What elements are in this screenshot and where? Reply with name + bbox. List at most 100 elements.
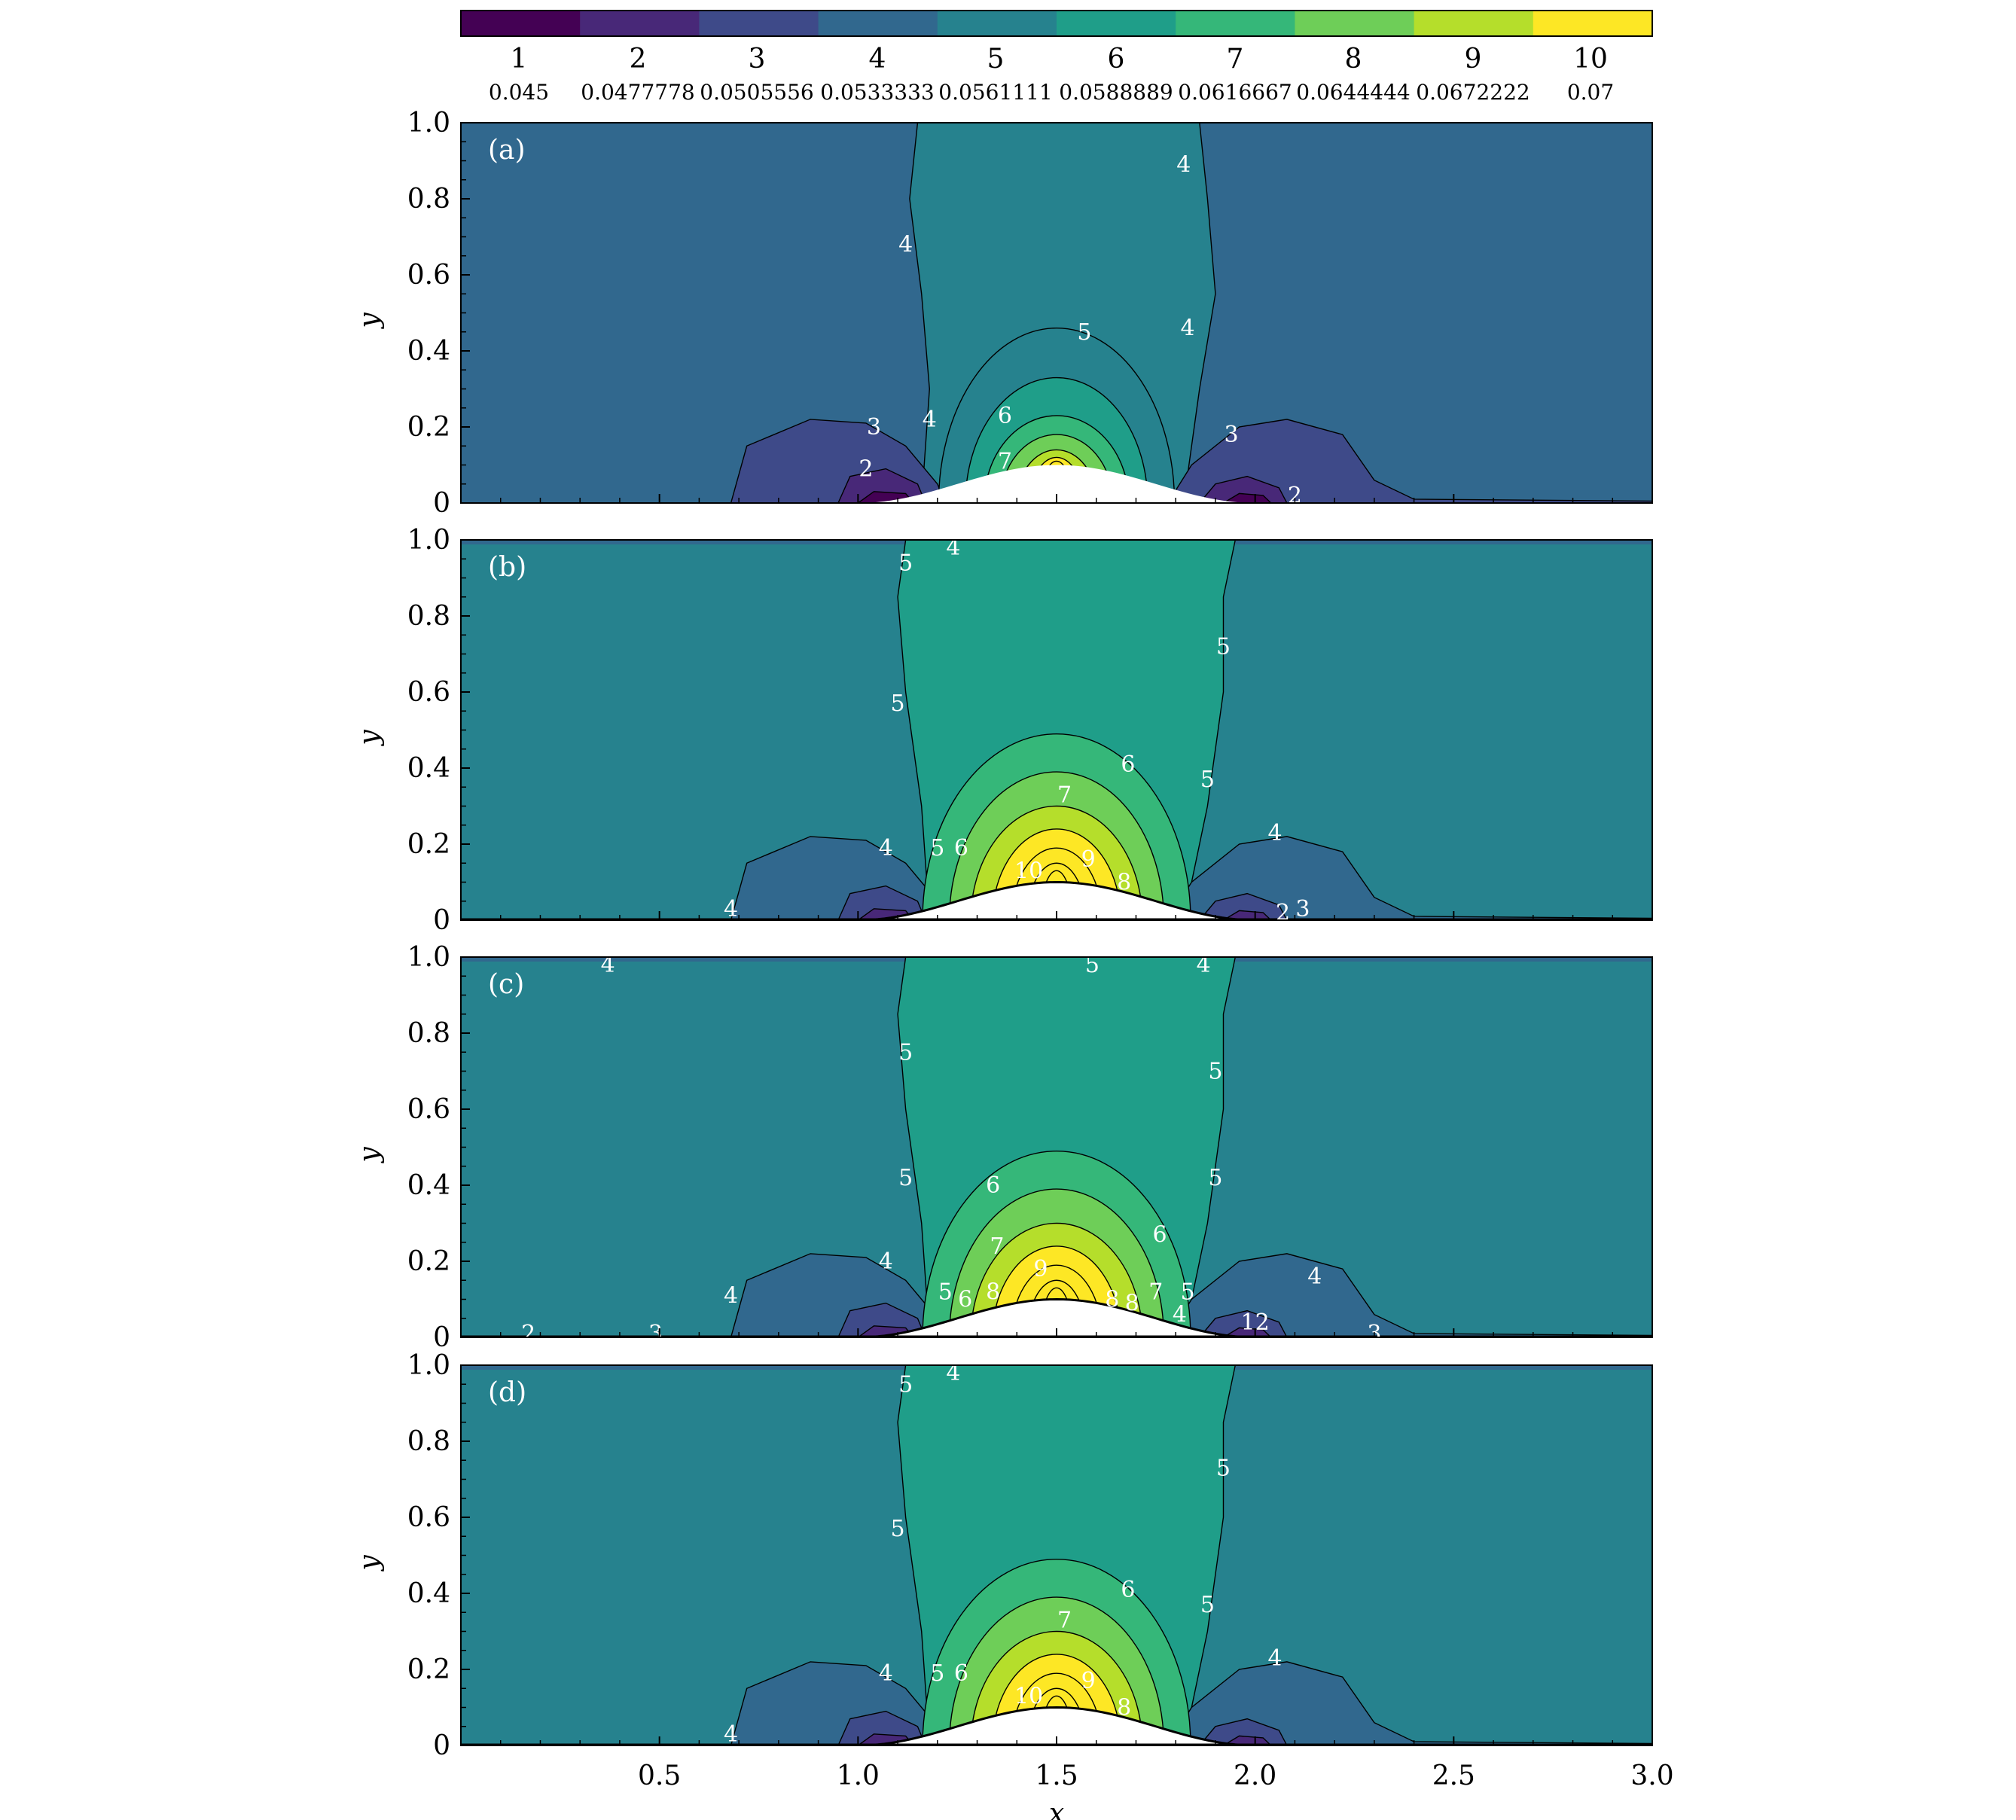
y-tick-label: 0.6 [407, 260, 450, 291]
colorbar-level-label: 6 [1108, 44, 1125, 75]
x-tick-label: 2.0 [1234, 1761, 1276, 1791]
contour-label: 7 [1057, 782, 1072, 808]
right-core-contour [1222, 492, 1272, 503]
contour-label: 6 [958, 1287, 972, 1313]
colorbar-level-label: 9 [1465, 44, 1482, 75]
colorbar-swatch-9 [1414, 11, 1534, 36]
contour-label: 4 [879, 835, 893, 861]
colorbar-level-label: 4 [869, 44, 886, 75]
y-tick-label: 0 [433, 488, 450, 519]
contour-label: 5 [1208, 1165, 1222, 1191]
y-tick-label: 0.2 [407, 1246, 450, 1277]
contour-label: 5 [1216, 633, 1231, 660]
contour-label: 5 [938, 1279, 953, 1305]
right-core-contour [1222, 1327, 1272, 1337]
contour-label: 10 [1014, 858, 1043, 884]
right-inner-lobe-contour [1198, 892, 1288, 920]
contour-label: 4 [879, 1248, 893, 1275]
contour-label: 9 [1033, 1256, 1048, 1282]
contour-label: 4 [946, 1360, 960, 1386]
y-tick-label: 0.8 [407, 184, 450, 215]
contour-label: 7 [990, 1233, 1004, 1260]
bump-obstacle [858, 1706, 1255, 1745]
contour-label: 3 [1295, 896, 1310, 922]
contour-label: 3 [1367, 1321, 1381, 1347]
contour-label: 8 [1105, 1287, 1119, 1313]
colorbar-swatch-6 [1057, 11, 1176, 36]
y-tick-label: 0.4 [407, 1170, 450, 1201]
colorbar-level-value: 0.0616667 [1178, 80, 1292, 105]
contour-label: 4 [724, 896, 738, 922]
contour-label: 4 [1197, 952, 1211, 978]
contour-label: 6 [998, 403, 1012, 429]
contour-label: 4 [1267, 820, 1282, 846]
right-inner-lobe-contour [1198, 475, 1288, 503]
y-tick-label: 0.4 [407, 1578, 450, 1609]
y-tick-label: 0.4 [407, 753, 450, 784]
y-tick-label: 0.6 [407, 677, 450, 708]
contour-label: 8 [1117, 1695, 1131, 1721]
contour-label: 4 [898, 232, 913, 258]
contour-label: 6 [986, 1172, 1000, 1199]
contour-label: 7 [998, 448, 1012, 474]
panel-label: (c) [488, 969, 524, 1000]
right-core-contour [1222, 1735, 1272, 1745]
contour-label: 5 [1216, 1455, 1231, 1481]
colorbar-level-label: 1 [511, 44, 528, 75]
right-lobe-contour [1167, 836, 1652, 920]
y-axis-title: y [354, 1147, 385, 1164]
contour-label: 6 [1121, 751, 1135, 778]
colorbar-level-label: 5 [987, 44, 1005, 75]
y-tick-label: 0.8 [407, 1426, 450, 1457]
y-tick-label: 0.8 [407, 601, 450, 632]
panel-field: 4 4 4 5 3 4 6 7 2 3 2 [461, 123, 1652, 509]
contour-label: 5 [898, 1165, 913, 1191]
contour-label: 2 [859, 456, 873, 483]
contour-label: 8 [1125, 1291, 1139, 1317]
y-tick-label: 1.0 [407, 525, 450, 556]
colorbar-swatch-5 [937, 11, 1057, 36]
contour-label: 4 [1267, 1645, 1282, 1672]
contour-label: 10 [1014, 1683, 1043, 1709]
contour-label: 6 [1121, 1577, 1135, 1603]
colorbar-swatch-7 [1176, 11, 1295, 36]
colorbar-swatch-2 [580, 11, 700, 36]
contour-label: 6 [954, 835, 968, 861]
contour-label: 5 [891, 1516, 905, 1542]
y-tick-label: 0 [433, 1322, 450, 1353]
panel-a: 4 4 4 5 3 4 6 7 2 3 2 (a) 0 0.2 0.4 0.6 0.8 1.0 y [354, 108, 1653, 519]
contour-label: 6 [954, 1660, 968, 1687]
contour-label: 4 [879, 1660, 893, 1687]
colorbar-level-value: 0.0672222 [1416, 80, 1530, 105]
colorbar-level-value: 0.07 [1567, 80, 1614, 105]
contour-label: 2 [1288, 483, 1302, 509]
contour-label: 5 [1200, 767, 1215, 793]
x-tick-label: 2.5 [1432, 1761, 1475, 1791]
contour-label: 8 [1117, 870, 1131, 896]
contour-label: 4 [724, 1721, 738, 1748]
contour-label: 4 [923, 407, 937, 433]
panel-label: (b) [488, 552, 526, 583]
colorbar-level-label: 10 [1573, 44, 1608, 75]
contour-label: 6 [1153, 1222, 1167, 1248]
y-tick-label: 0.2 [407, 412, 450, 443]
y-tick-label: 0 [433, 905, 450, 936]
y-tick-label: 0.6 [407, 1094, 450, 1125]
right-core-contour [1222, 910, 1272, 920]
x-tick-label: 1.5 [1035, 1761, 1078, 1791]
contour-label: 5 [1180, 1279, 1194, 1305]
colorbar-level-label: 8 [1345, 44, 1362, 75]
colorbar-swatch-8 [1295, 11, 1415, 36]
y-tick-label: 0.2 [407, 1654, 450, 1685]
x-axis: 0.5 1.0 1.5 2.0 2.5 3.0 x [638, 1761, 1674, 1820]
y-tick-label: 0.2 [407, 829, 450, 860]
y-tick-label: 0 [433, 1730, 450, 1761]
y-axis-title: y [354, 730, 385, 747]
contour-label: 5 [898, 1039, 913, 1065]
bump-obstacle [858, 880, 1255, 920]
